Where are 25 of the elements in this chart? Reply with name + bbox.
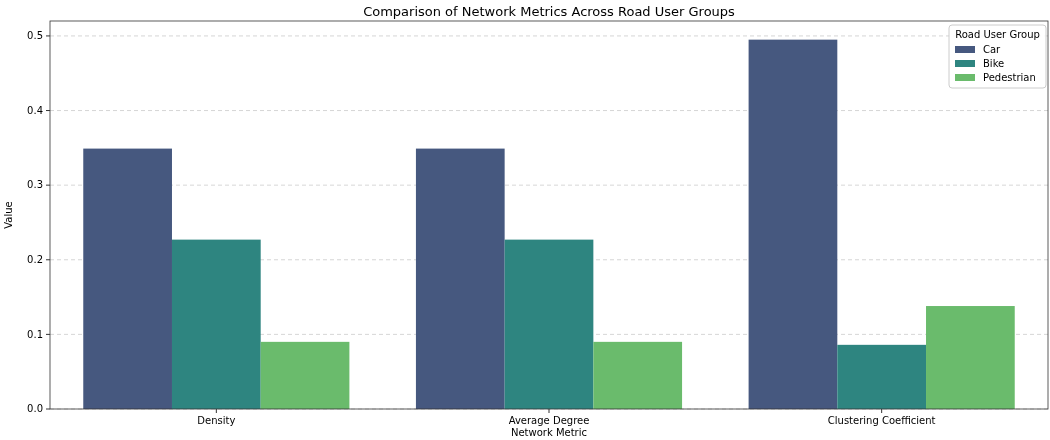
bar [926, 306, 1015, 409]
bar [837, 344, 927, 409]
bar [504, 239, 594, 409]
y-tick-label: 0.0 [27, 403, 43, 415]
bar [593, 341, 683, 409]
x-tick-label: Clustering Coefficient [827, 415, 936, 426]
y-tick-label: 0.2 [27, 253, 43, 265]
y-tick-label: 0.5 [27, 30, 43, 42]
y-tick-label: 0.3 [27, 179, 43, 191]
chart-title: Comparison of Network Metrics Across Road User Groups [363, 4, 736, 19]
y-tick-label: 0.1 [27, 328, 43, 340]
legend-label: Bike [983, 58, 1005, 69]
y-axis-title: Value [3, 201, 14, 229]
legend-title: Road User Group [955, 29, 1040, 40]
bar [83, 148, 172, 409]
legend-label: Car [983, 44, 1002, 55]
bar [260, 341, 350, 409]
y-tick-label: 0.4 [27, 104, 43, 116]
legend-label: Pedestrian [983, 72, 1036, 83]
bar [171, 239, 261, 409]
x-axis-title: Network Metric [510, 427, 588, 438]
x-tick-label: Average Degree [508, 415, 590, 426]
x-tick-label: Density [197, 415, 236, 426]
bar [748, 39, 838, 409]
bar [415, 148, 505, 409]
